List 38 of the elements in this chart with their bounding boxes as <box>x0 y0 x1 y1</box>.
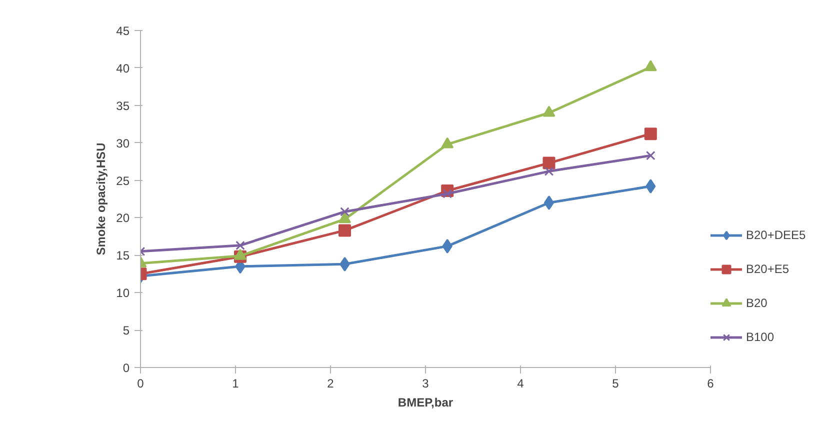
y-tick-label: 15 <box>116 248 130 263</box>
y-tick-label: 45 <box>116 24 130 38</box>
y-tick-label: 35 <box>116 98 130 113</box>
y-tick-label: 5 <box>122 324 130 338</box>
legend-label: B20 <box>746 296 768 310</box>
point <box>338 224 351 237</box>
x-tick-label: 4 <box>517 376 524 390</box>
y-tick-label: 20 <box>116 211 130 226</box>
x-axis-title: BMEP,bar <box>398 396 454 410</box>
point <box>441 137 454 148</box>
x-tick-label: 1 <box>232 376 240 390</box>
point <box>338 212 351 224</box>
point <box>542 106 556 117</box>
point <box>544 195 554 210</box>
point <box>644 128 657 140</box>
point <box>646 150 656 160</box>
y-tick-label: 0 <box>122 361 130 375</box>
x-tick-label: 6 <box>707 376 714 390</box>
x-tick-label: 2 <box>327 376 334 390</box>
point <box>646 179 656 194</box>
y-axis-title: Smoke opacity,HSU <box>94 142 108 256</box>
x-tick-label: 0 <box>137 376 144 390</box>
y-tick-label: 30 <box>116 136 130 150</box>
point <box>544 166 554 176</box>
y-tick-label: 10 <box>116 286 130 300</box>
y-tick-label: 25 <box>116 174 130 188</box>
point <box>442 238 452 254</box>
legend-label: B20+DEE5 <box>746 228 806 242</box>
legend-label: B20+E5 <box>746 262 790 276</box>
legend-label: B100 <box>746 330 774 344</box>
x-tick-label: 3 <box>422 376 430 390</box>
point <box>340 256 350 272</box>
point <box>340 207 350 216</box>
point <box>644 60 657 72</box>
point <box>542 156 556 170</box>
y-tick-label: 40 <box>116 61 130 76</box>
x-tick-label: 5 <box>612 376 620 390</box>
point <box>236 240 245 250</box>
